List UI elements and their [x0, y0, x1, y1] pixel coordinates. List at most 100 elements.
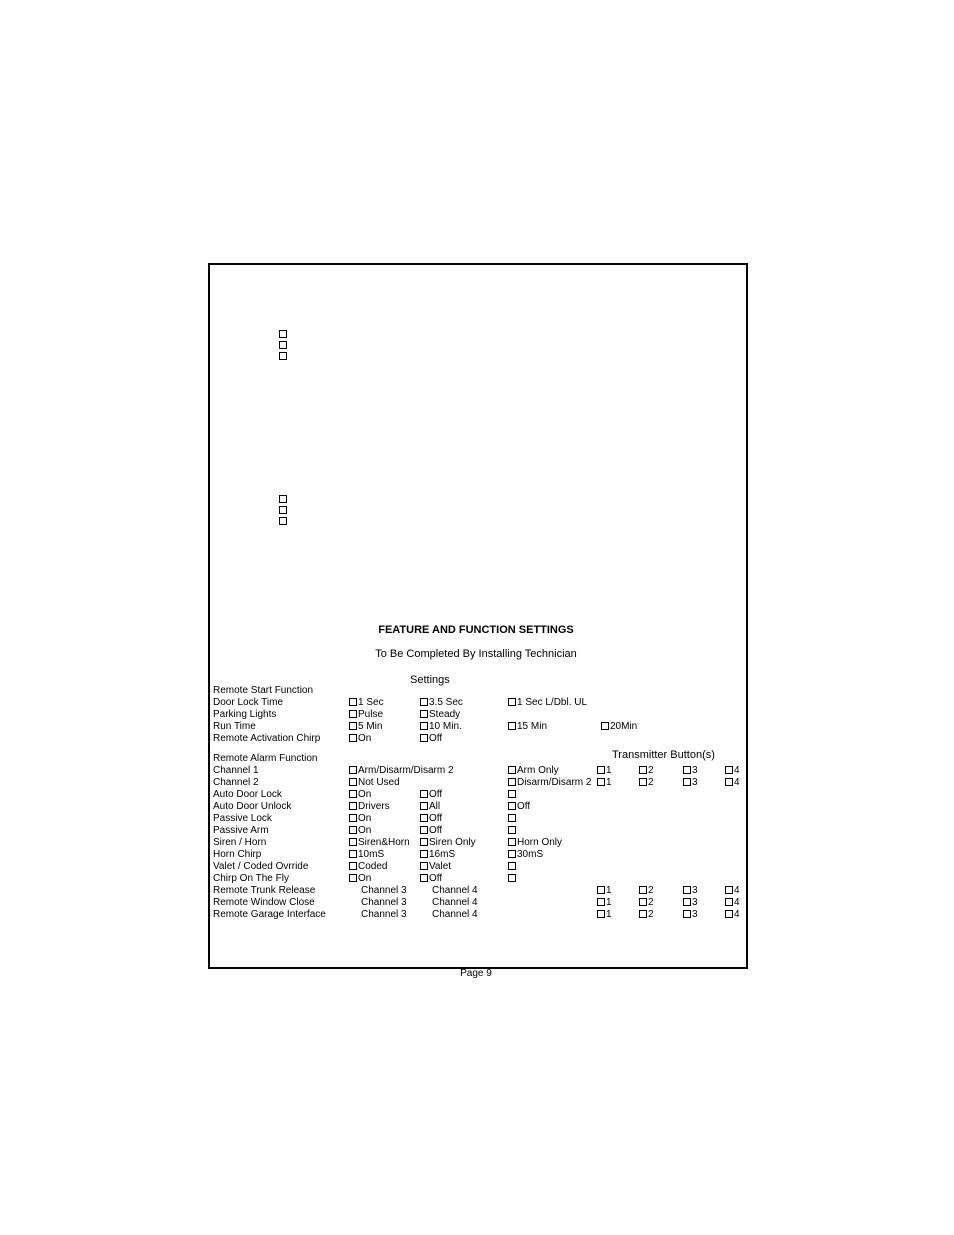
checkbox-icon[interactable] [349, 710, 357, 718]
tx-button: 2 [639, 897, 654, 908]
channel-label: Channel 4 [432, 885, 478, 896]
checkbox-icon[interactable] [349, 850, 357, 858]
option: 15 Min [508, 721, 547, 732]
section-header: Remote Start Function [213, 685, 313, 696]
option: Arm/Disarm/Disarm 2 [349, 765, 454, 776]
feature-label: Chirp On The Fly [213, 873, 289, 884]
checkbox-icon[interactable] [349, 814, 357, 822]
checkbox-icon[interactable] [349, 778, 357, 786]
checkbox-icon[interactable] [420, 838, 428, 846]
checkbox-icon[interactable] [639, 898, 647, 906]
checkbox-icon[interactable] [349, 802, 357, 810]
checkbox-icon[interactable] [725, 886, 733, 894]
checkbox-icon[interactable] [420, 734, 428, 742]
checkbox-icon[interactable] [349, 734, 357, 742]
checkbox-icon[interactable] [420, 802, 428, 810]
channel-label: Channel 4 [432, 909, 478, 920]
channel-label: Channel 3 [361, 885, 407, 896]
checkbox-icon[interactable] [639, 910, 647, 918]
checkbox-icon[interactable] [597, 898, 605, 906]
checkbox-icon[interactable] [725, 910, 733, 918]
checkbox-icon[interactable] [349, 790, 357, 798]
checkbox-icon[interactable] [508, 874, 516, 882]
checkbox-icon[interactable] [349, 862, 357, 870]
checkbox-icon[interactable] [508, 722, 516, 730]
checkbox-icon[interactable] [683, 910, 691, 918]
feature-label: Auto Door Lock [213, 789, 282, 800]
checkbox-icon[interactable] [349, 826, 357, 834]
feature-label: Passive Arm [213, 825, 269, 836]
checkbox-icon[interactable] [420, 814, 428, 822]
tx-button: 4 [725, 897, 740, 908]
checkbox-icon[interactable] [683, 778, 691, 786]
checkbox-icon[interactable] [420, 710, 428, 718]
channel-label: Channel 4 [432, 897, 478, 908]
option: Off [420, 789, 442, 800]
checkbox-icon[interactable] [279, 506, 287, 514]
option: On [349, 813, 371, 824]
checkbox-icon[interactable] [683, 898, 691, 906]
checkbox-icon[interactable] [597, 778, 605, 786]
checkbox-icon[interactable] [349, 722, 357, 730]
option: 3.5 Sec [420, 697, 463, 708]
checkbox-icon[interactable] [639, 766, 647, 774]
tx-button: 4 [725, 909, 740, 920]
channel-label: Channel 3 [361, 897, 407, 908]
checkbox-icon[interactable] [725, 766, 733, 774]
tx-button: 2 [639, 909, 654, 920]
feature-label: Remote Window Close [213, 897, 315, 908]
checkbox-icon[interactable] [349, 838, 357, 846]
checkbox-icon[interactable] [508, 826, 516, 834]
option: Off [508, 801, 530, 812]
checkbox-icon[interactable] [597, 766, 605, 774]
checkbox-stack-lower [279, 495, 287, 528]
tx-button: 1 [597, 777, 612, 788]
feature-label: Remote Activation Chirp [213, 733, 320, 744]
tx-button: 2 [639, 777, 654, 788]
option: On [349, 733, 371, 744]
checkbox-icon[interactable] [279, 330, 287, 338]
checkbox-icon[interactable] [420, 862, 428, 870]
checkbox-icon[interactable] [420, 850, 428, 858]
checkbox-icon[interactable] [508, 838, 516, 846]
checkbox-icon[interactable] [725, 898, 733, 906]
checkbox-icon[interactable] [683, 886, 691, 894]
feature-label: Auto Door Unlock [213, 801, 291, 812]
checkbox-icon[interactable] [349, 874, 357, 882]
checkbox-icon[interactable] [683, 766, 691, 774]
checkbox-icon[interactable] [349, 698, 357, 706]
checkbox-icon[interactable] [508, 698, 516, 706]
tx-button: 1 [597, 885, 612, 896]
checkbox-icon[interactable] [601, 722, 609, 730]
option: Pulse [349, 709, 383, 720]
checkbox-icon[interactable] [279, 495, 287, 503]
checkbox-icon[interactable] [508, 850, 516, 858]
checkbox-icon[interactable] [639, 778, 647, 786]
channel-label: Channel 3 [361, 909, 407, 920]
option: Off [420, 825, 442, 836]
checkbox-icon[interactable] [349, 766, 357, 774]
tx-button: 4 [725, 765, 740, 776]
checkbox-icon[interactable] [508, 790, 516, 798]
transmitter-header: Transmitter Button(s) [612, 749, 715, 761]
checkbox-icon[interactable] [508, 814, 516, 822]
checkbox-icon[interactable] [279, 341, 287, 349]
checkbox-icon[interactable] [508, 802, 516, 810]
checkbox-icon[interactable] [597, 886, 605, 894]
checkbox-icon[interactable] [420, 826, 428, 834]
option: 10mS [349, 849, 384, 860]
page: FEATURE AND FUNCTION SETTINGS To Be Comp… [0, 0, 954, 1235]
checkbox-icon[interactable] [279, 517, 287, 525]
checkbox-icon[interactable] [508, 766, 516, 774]
checkbox-icon[interactable] [639, 886, 647, 894]
checkbox-icon[interactable] [420, 698, 428, 706]
feature-label: Channel 2 [213, 777, 259, 788]
checkbox-icon[interactable] [420, 874, 428, 882]
checkbox-icon[interactable] [279, 352, 287, 360]
checkbox-icon[interactable] [420, 722, 428, 730]
checkbox-icon[interactable] [420, 790, 428, 798]
checkbox-icon[interactable] [725, 778, 733, 786]
checkbox-icon[interactable] [508, 862, 516, 870]
checkbox-icon[interactable] [508, 778, 516, 786]
checkbox-icon[interactable] [597, 910, 605, 918]
